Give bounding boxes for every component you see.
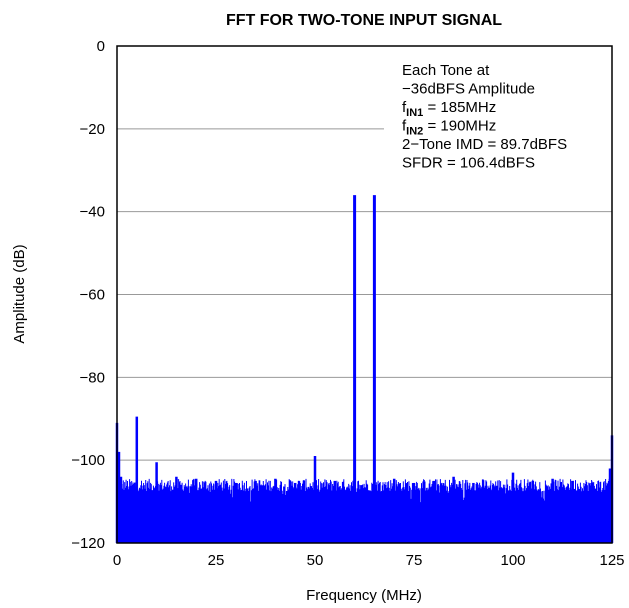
y-tick-label: −20	[80, 121, 105, 138]
annotation-line: −36dBFS Amplitude	[402, 81, 535, 98]
y-tick-label: −40	[80, 204, 105, 221]
x-tick-label: 75	[406, 552, 423, 569]
annotation-line: 2−Tone IMD = 89.7dBFS	[402, 136, 567, 153]
axis-ticks: 0 −20 −40 −60 −80 −100 −120 0 25 50 75 100 125	[71, 38, 624, 569]
x-tick-label: 25	[208, 552, 225, 569]
annotation-line: fIN1 = 185MHz	[402, 99, 496, 119]
y-tick-label: −80	[80, 369, 105, 386]
x-axis-label: Frequency (MHz)	[306, 587, 422, 604]
y-tick-label: −120	[71, 535, 105, 552]
annotation-line: Each Tone at	[402, 62, 490, 79]
grid-lines	[117, 128, 612, 461]
y-tick-label: 0	[97, 38, 105, 55]
x-tick-label: 100	[500, 552, 525, 569]
annotation-line: SFDR = 106.4dBFS	[402, 155, 535, 172]
chart-title: FFT FOR TWO-TONE INPUT SIGNAL	[226, 12, 502, 29]
x-tick-label: 50	[307, 552, 324, 569]
y-tick-label: −60	[80, 287, 105, 304]
y-axis-label: Amplitude (dB)	[11, 244, 28, 343]
x-tick-label: 0	[113, 552, 121, 569]
x-tick-label: 125	[599, 552, 624, 569]
y-tick-label: −100	[71, 452, 105, 469]
plot-area-frame	[116, 45, 613, 544]
annotation-line: fIN2 = 190MHz	[402, 118, 496, 138]
